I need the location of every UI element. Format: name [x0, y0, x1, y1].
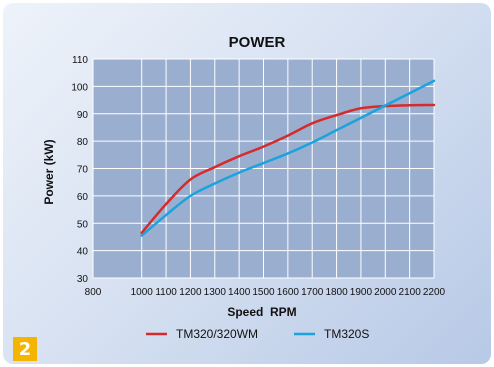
- y-tick-label: 60: [77, 192, 89, 203]
- chart-title: POWER: [229, 34, 286, 51]
- x-tick-label: 1700: [301, 287, 324, 298]
- x-tick-label: 800: [85, 287, 102, 298]
- x-tick-label: 1400: [228, 287, 251, 298]
- x-axis-title: Speed RPM: [227, 305, 296, 319]
- legend-item-tm320-320wm-label: TM320/320WM: [176, 327, 258, 341]
- x-tick-label: 2200: [423, 287, 446, 298]
- y-tick-label: 50: [77, 219, 89, 230]
- x-tick-label: 2100: [399, 287, 422, 298]
- legend: TM320/320WM TM320S: [146, 327, 369, 341]
- y-tick-label: 100: [71, 82, 88, 93]
- power-chart-card: POWER 800 1000 1100 1200 1300 1400 1500 1600 170…: [3, 3, 491, 364]
- x-tick-label: 1100: [155, 287, 177, 298]
- x-tick-label: 2000: [374, 287, 397, 298]
- x-tick-label: 1200: [179, 287, 202, 298]
- y-tick-label: 40: [77, 247, 89, 258]
- y-axis-title: Power (kW): [42, 139, 56, 204]
- x-tick-label: 1800: [325, 287, 348, 298]
- y-tick-label: 80: [77, 137, 89, 148]
- x-tick-label: 1900: [350, 287, 373, 298]
- y-tick-label: 30: [77, 274, 89, 285]
- y-tick-label: 110: [72, 55, 88, 66]
- figure-number-badge: 2: [13, 337, 37, 361]
- y-tick-label: 70: [77, 165, 89, 176]
- x-tick-label: 1500: [252, 287, 275, 298]
- x-tick-label: 1300: [204, 287, 227, 298]
- power-chart: POWER 800 1000 1100 1200 1300 1400 1500 1600 170…: [42, 34, 446, 341]
- x-tick-label: 1000: [131, 287, 154, 298]
- y-tick-label: 90: [77, 110, 89, 121]
- legend-item-tm320s-label: TM320S: [324, 327, 369, 341]
- series-line-tm320s: [140, 79, 436, 237]
- x-tick-label: 1600: [277, 287, 300, 298]
